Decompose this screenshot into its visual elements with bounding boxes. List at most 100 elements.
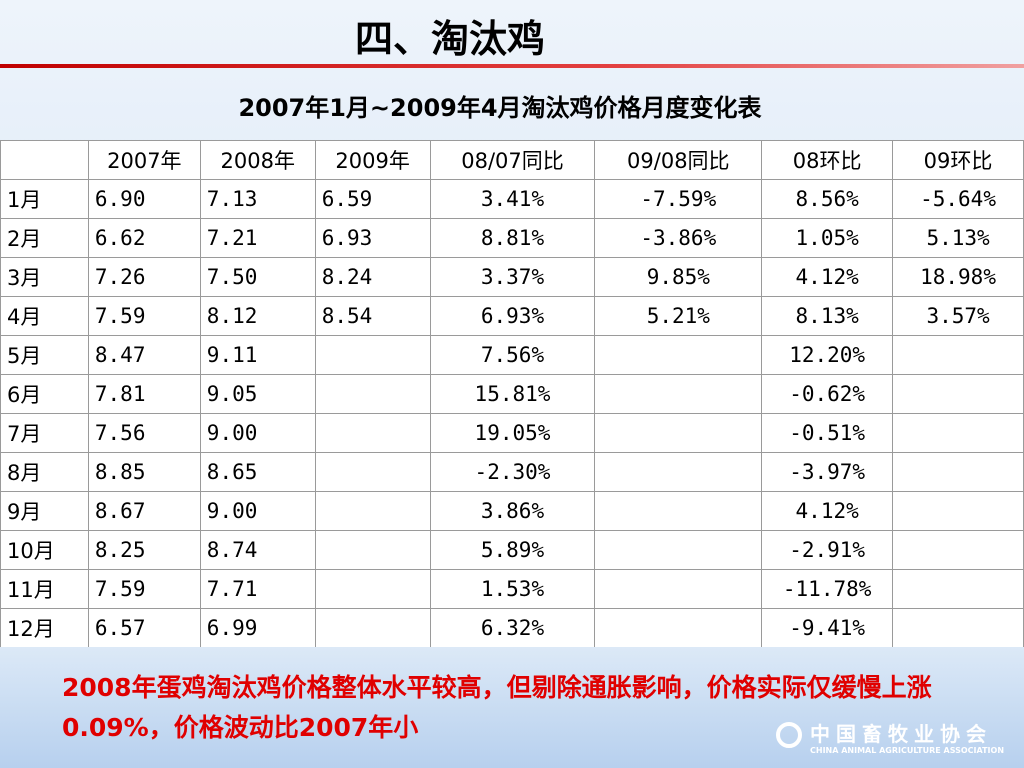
- value-cell: [892, 569, 1024, 609]
- value-cell: 3.57%: [892, 296, 1024, 336]
- logo-name: 中国畜牧业协会: [810, 722, 992, 746]
- month-cell: 7月: [0, 413, 89, 453]
- value-cell: 8.67: [87, 491, 201, 531]
- value-cell: 8.54: [314, 296, 431, 336]
- value-cell: 18.98%: [892, 257, 1024, 297]
- header-cell: 09环比: [892, 140, 1024, 180]
- value-cell: [892, 374, 1024, 414]
- month-cell: 6月: [0, 374, 89, 414]
- month-cell: 1月: [0, 179, 89, 219]
- value-cell: [594, 530, 763, 570]
- value-cell: 5.13%: [892, 218, 1024, 258]
- data-row: 3月 7.26 7.50 8.24 3.37% 9.85% 4.12% 18.98%: [0, 257, 1024, 297]
- data-row: 9月 8.67 9.00 3.86% 4.12%: [0, 491, 1024, 531]
- value-cell: [314, 413, 431, 453]
- value-cell: [594, 452, 763, 492]
- value-cell: 7.59: [87, 569, 201, 609]
- value-cell: 1.53%: [429, 569, 596, 609]
- note: 2008年蛋鸡淘汰鸡价格整体水平较高，但剔除通胀影响，价格实际仅缓慢上涨0.09…: [62, 673, 932, 742]
- value-cell: -7.59%: [594, 179, 763, 219]
- value-cell: 9.05: [199, 374, 316, 414]
- header-cell: 2007年: [87, 140, 201, 180]
- value-cell: 7.81: [87, 374, 201, 414]
- value-cell: 8.47: [87, 335, 201, 375]
- header-cell: [0, 140, 89, 180]
- data-row: 4月 7.59 8.12 8.54 6.93% 5.21% 8.13% 3.57%: [0, 296, 1024, 336]
- value-cell: 6.32%: [429, 608, 596, 648]
- value-cell: [314, 452, 431, 492]
- data-row: 5月 8.47 9.11 7.56% 12.20%: [0, 335, 1024, 375]
- data-row: 12月 6.57 6.99 6.32% -9.41%: [0, 608, 1024, 648]
- value-cell: [594, 569, 763, 609]
- value-cell: -2.91%: [761, 530, 894, 570]
- value-cell: 5.21%: [594, 296, 763, 336]
- value-cell: 3.86%: [429, 491, 596, 531]
- value-cell: -3.97%: [761, 452, 894, 492]
- header-cell: 2009年: [314, 140, 431, 180]
- value-cell: 6.93: [314, 218, 431, 258]
- month-cell: 12月: [0, 608, 89, 648]
- value-cell: 4.12%: [761, 491, 894, 531]
- value-cell: [892, 452, 1024, 492]
- data-row: 2月 6.62 7.21 6.93 8.81% -3.86% 1.05% 5.13%: [0, 218, 1024, 258]
- logo: 中国畜牧业协会 CHINA ANIMAL AGRICULTURE ASSOCIA…: [770, 716, 1020, 764]
- value-cell: 6.93%: [429, 296, 596, 336]
- month-cell: 2月: [0, 218, 89, 258]
- month-cell: 4月: [0, 296, 89, 336]
- value-cell: -2.30%: [429, 452, 596, 492]
- value-cell: 12.20%: [761, 335, 894, 375]
- value-cell: 8.24: [314, 257, 431, 297]
- header-row: 2007年 2008年 2009年 08/07同比 09/08同比 08环比 09环比: [0, 140, 1024, 180]
- data-row: 11月 7.59 7.71 1.53% -11.78%: [0, 569, 1024, 609]
- value-cell: 1.05%: [761, 218, 894, 258]
- value-cell: 3.37%: [429, 257, 596, 297]
- value-cell: 6.59: [314, 179, 431, 219]
- value-cell: 7.50: [199, 257, 316, 297]
- value-cell: 9.85%: [594, 257, 763, 297]
- value-cell: 7.56%: [429, 335, 596, 375]
- value-cell: 6.90: [87, 179, 201, 219]
- value-cell: -9.41%: [761, 608, 894, 648]
- data-row: 7月 7.56 9.00 19.05% -0.51%: [0, 413, 1024, 453]
- value-cell: 3.41%: [429, 179, 596, 219]
- value-cell: -11.78%: [761, 569, 894, 609]
- value-cell: [892, 530, 1024, 570]
- value-cell: 8.74: [199, 530, 316, 570]
- value-cell: [314, 608, 431, 648]
- value-cell: 15.81%: [429, 374, 596, 414]
- title-rule: [0, 64, 1024, 68]
- value-cell: 4.12%: [761, 257, 894, 297]
- value-cell: [892, 491, 1024, 531]
- value-cell: 8.25: [87, 530, 201, 570]
- value-cell: -3.86%: [594, 218, 763, 258]
- value-cell: 5.89%: [429, 530, 596, 570]
- value-cell: [314, 374, 431, 414]
- table-title: 2007年1月~2009年4月淘汰鸡价格月度变化表: [238, 94, 762, 122]
- value-cell: [594, 608, 763, 648]
- value-cell: [594, 413, 763, 453]
- value-cell: 8.81%: [429, 218, 596, 258]
- value-cell: 8.85: [87, 452, 201, 492]
- header-cell: 08/07同比: [429, 140, 596, 180]
- value-cell: 8.13%: [761, 296, 894, 336]
- logo-icon: [776, 722, 802, 748]
- value-cell: 6.99: [199, 608, 316, 648]
- value-cell: 8.56%: [761, 179, 894, 219]
- value-cell: 6.57: [87, 608, 201, 648]
- month-cell: 3月: [0, 257, 89, 297]
- footer-band: [0, 647, 1024, 768]
- header-cell: 2008年: [199, 140, 316, 180]
- value-cell: 9.11: [199, 335, 316, 375]
- value-cell: 8.12: [199, 296, 316, 336]
- value-cell: [314, 491, 431, 531]
- data-row: 10月 8.25 8.74 5.89% -2.91%: [0, 530, 1024, 570]
- logo-name-en: CHINA ANIMAL AGRICULTURE ASSOCIATION: [810, 746, 1005, 755]
- value-cell: 9.00: [199, 413, 316, 453]
- value-cell: [594, 374, 763, 414]
- header-cell: 09/08同比: [594, 140, 763, 180]
- value-cell: 7.26: [87, 257, 201, 297]
- value-cell: [594, 335, 763, 375]
- value-cell: 7.59: [87, 296, 201, 336]
- month-cell: 8月: [0, 452, 89, 492]
